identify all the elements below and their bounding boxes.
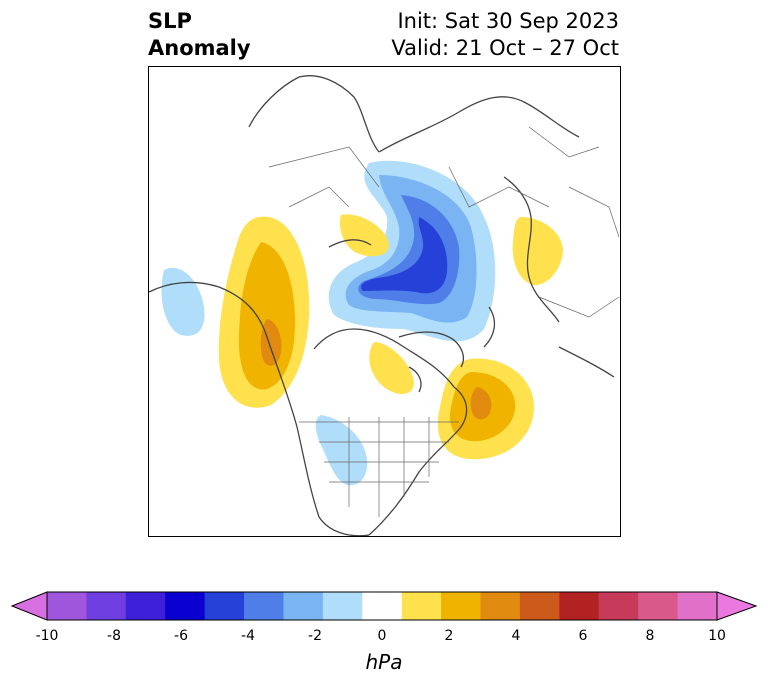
- colorbar-segment: [519, 592, 560, 620]
- colorbar-segment: [125, 592, 166, 620]
- coastlines: [149, 75, 615, 536]
- colorbar-segment: [362, 592, 403, 620]
- colorbar-tick-label: -8: [107, 628, 121, 644]
- anomaly-nepacific-high-3: [260, 319, 282, 366]
- negative-anomaly-fields: [161, 160, 496, 486]
- title-variable-line1: SLP: [148, 9, 192, 33]
- colorbar-tick-label: 4: [511, 628, 521, 644]
- colorbar-extend-max: [716, 591, 758, 621]
- anomaly-beaufort-high: [339, 214, 389, 257]
- colorbar-segment: [204, 592, 245, 620]
- anomaly-nepacific-high-2: [239, 242, 296, 390]
- colorbar-tick-label: 8: [645, 628, 655, 644]
- colorbar-segment: [86, 592, 127, 620]
- colorbar-segment: [559, 592, 600, 620]
- borders: [268, 126, 620, 517]
- slp-anomaly-map: [149, 75, 620, 536]
- chart-dates: Init: Sat 30 Sep 2023 Valid: 21 Oct – 27…: [391, 8, 619, 62]
- colorbar-segment: [441, 592, 482, 620]
- colorbar-segment: [598, 592, 639, 620]
- colorbar-tick-label: -4: [241, 628, 255, 644]
- colorbar-segment: [322, 592, 363, 620]
- anomaly-plains-low: [315, 415, 368, 486]
- colorbar-tick-label: 6: [578, 628, 588, 644]
- valid-range: Valid: 21 Oct – 27 Oct: [391, 36, 619, 60]
- chart-title: SLP Anomaly: [148, 8, 251, 62]
- colorbar-tick-label: -2: [308, 628, 322, 644]
- colorbar-tick-label: 10: [708, 628, 726, 644]
- colorbar-unit: hPa: [365, 650, 403, 674]
- colorbar-tick-label: -10: [35, 628, 59, 644]
- init-date: Init: Sat 30 Sep 2023: [397, 9, 619, 33]
- anomaly-hudson-high: [369, 342, 414, 394]
- colorbar-segment: [283, 592, 324, 620]
- colorbar-tick-label: 2: [444, 628, 454, 644]
- colorbar-segment: [244, 592, 284, 620]
- colorbar: [10, 591, 758, 621]
- colorbar-segment: [480, 592, 521, 620]
- colorbar-frame: [46, 591, 718, 621]
- colorbar-segment: [401, 592, 442, 620]
- colorbar-segment: [638, 592, 679, 620]
- colorbar-tick-label: -6: [174, 628, 188, 644]
- anomaly-natlantic-high-3: [470, 387, 492, 420]
- colorbar-tick-label: 0: [377, 628, 387, 644]
- colorbar-segment: [47, 592, 87, 620]
- map-panel: [148, 66, 621, 537]
- anomaly-arctic-low-4: [361, 217, 448, 294]
- colorbar-segment: [165, 592, 206, 620]
- positive-anomaly-fields: [218, 214, 563, 460]
- colorbar-segment: [677, 592, 718, 620]
- anomaly-pacific-low: [161, 267, 205, 336]
- title-variable-line2: Anomaly: [148, 36, 251, 60]
- colorbar-extend-min: [10, 591, 48, 621]
- anomaly-scandinavia-high: [512, 217, 563, 286]
